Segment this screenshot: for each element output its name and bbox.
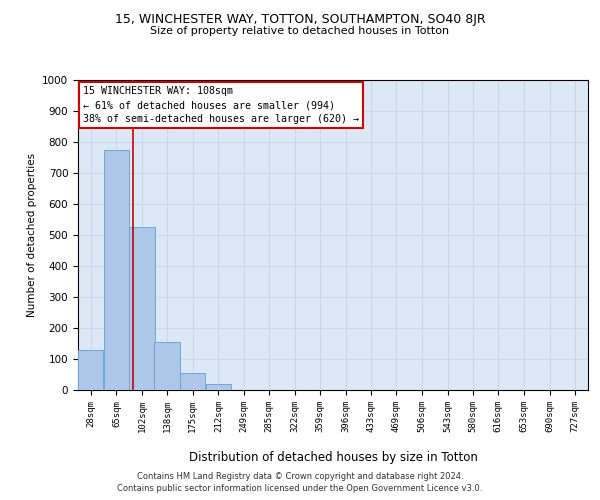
Bar (78, 350, 103, 390)
Text: Size of property relative to detached houses in Totton: Size of property relative to detached ho… (151, 26, 449, 36)
Text: Contains HM Land Registry data © Crown copyright and database right 2024.: Contains HM Land Registry data © Crown c… (137, 472, 463, 481)
Text: Distribution of detached houses by size in Totton: Distribution of detached houses by size … (188, 451, 478, 464)
Bar (206, 384, 231, 390)
Bar (180, 373, 205, 390)
Bar (130, 227, 155, 390)
Bar (104, 150, 129, 390)
Bar (154, 342, 179, 390)
Text: Contains public sector information licensed under the Open Government Licence v3: Contains public sector information licen… (118, 484, 482, 493)
Y-axis label: Number of detached properties: Number of detached properties (26, 153, 37, 317)
Text: 15 WINCHESTER WAY: 108sqm
← 61% of detached houses are smaller (994)
38% of semi: 15 WINCHESTER WAY: 108sqm ← 61% of detac… (83, 86, 359, 124)
Text: 15, WINCHESTER WAY, TOTTON, SOUTHAMPTON, SO40 8JR: 15, WINCHESTER WAY, TOTTON, SOUTHAMPTON,… (115, 12, 485, 26)
